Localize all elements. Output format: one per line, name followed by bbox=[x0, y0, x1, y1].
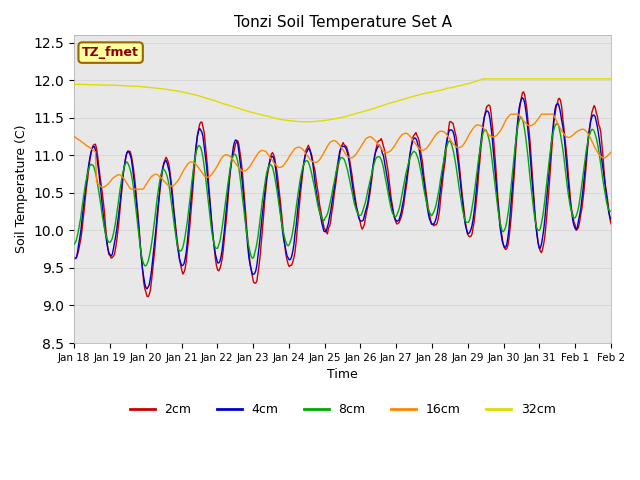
Title: Tonzi Soil Temperature Set A: Tonzi Soil Temperature Set A bbox=[234, 15, 452, 30]
Text: TZ_fmet: TZ_fmet bbox=[82, 46, 139, 59]
Legend: 2cm, 4cm, 8cm, 16cm, 32cm: 2cm, 4cm, 8cm, 16cm, 32cm bbox=[125, 398, 561, 421]
X-axis label: Time: Time bbox=[327, 368, 358, 381]
Y-axis label: Soil Temperature (C): Soil Temperature (C) bbox=[15, 125, 28, 253]
